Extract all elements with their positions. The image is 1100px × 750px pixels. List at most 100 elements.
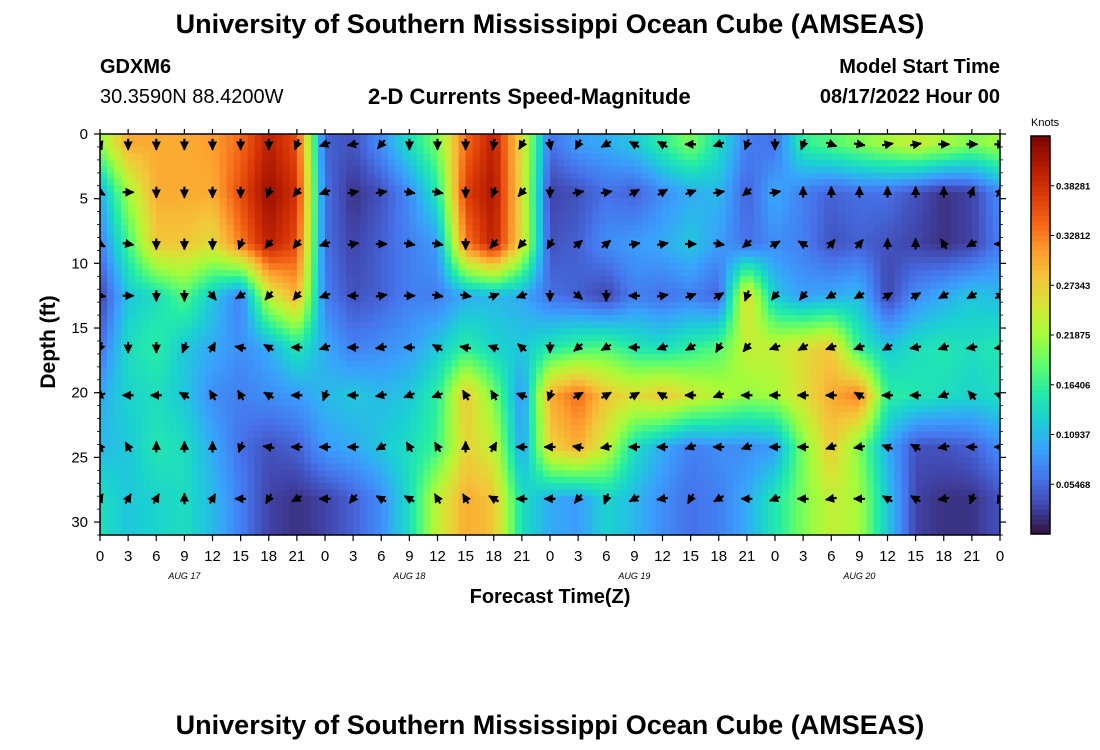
heatmap-cell bbox=[289, 347, 298, 355]
heatmap-cell bbox=[402, 269, 410, 277]
heatmap-cell bbox=[908, 159, 917, 167]
heatmap-cell bbox=[873, 185, 882, 193]
heatmap-cell bbox=[198, 243, 207, 252]
heatmap-cell bbox=[528, 218, 537, 226]
heatmap-cell bbox=[775, 153, 783, 161]
heatmap-cell bbox=[964, 224, 973, 232]
heatmap-cell bbox=[325, 321, 333, 329]
heatmap-cell bbox=[346, 269, 354, 277]
heatmap-cell bbox=[191, 353, 200, 361]
heatmap-cell bbox=[852, 224, 860, 232]
heatmap-cell bbox=[388, 276, 396, 284]
heatmap-cell bbox=[289, 224, 298, 232]
heatmap-cell bbox=[479, 295, 488, 303]
heatmap-cell bbox=[374, 198, 382, 206]
heatmap-cell bbox=[282, 153, 291, 161]
heatmap-cell bbox=[725, 134, 734, 142]
heatmap-cell bbox=[908, 328, 917, 336]
heatmap-cell bbox=[514, 276, 523, 284]
heatmap-cell bbox=[690, 373, 699, 381]
heatmap-cell bbox=[606, 231, 614, 239]
heatmap-cell bbox=[824, 172, 832, 180]
heatmap-cell bbox=[240, 153, 249, 161]
heatmap-cell bbox=[451, 373, 460, 381]
heatmap-cell bbox=[550, 243, 558, 252]
heatmap-cell bbox=[135, 295, 143, 303]
heatmap-cell bbox=[163, 340, 171, 349]
heatmap-cell bbox=[121, 379, 129, 387]
heatmap-cell bbox=[360, 276, 368, 284]
heatmap-cell bbox=[620, 198, 628, 206]
heatmap-cell bbox=[620, 172, 628, 180]
heatmap-cell bbox=[725, 192, 734, 200]
heatmap-cell bbox=[170, 360, 178, 368]
heatmap-cell bbox=[107, 373, 115, 381]
heatmap-cell bbox=[402, 289, 410, 297]
heatmap-cell bbox=[128, 347, 136, 355]
heatmap-cell bbox=[226, 172, 235, 180]
heatmap-cell bbox=[156, 308, 164, 316]
heatmap-cell bbox=[866, 302, 875, 310]
heatmap-cell bbox=[620, 243, 628, 252]
heatmap-cell bbox=[613, 263, 621, 271]
heatmap-cell bbox=[789, 373, 797, 381]
heatmap-cell bbox=[571, 315, 579, 323]
heatmap-cell bbox=[732, 269, 741, 277]
heatmap-cell bbox=[360, 315, 368, 323]
heatmap-cell bbox=[163, 224, 171, 232]
heatmap-cell bbox=[100, 224, 108, 232]
heatmap-cell bbox=[627, 269, 635, 277]
heatmap-cell bbox=[950, 185, 959, 193]
heatmap-cell bbox=[381, 256, 389, 264]
heatmap-cell bbox=[465, 231, 474, 239]
heatmap-cell bbox=[894, 321, 903, 329]
heatmap-cell bbox=[782, 205, 790, 213]
heatmap-cell bbox=[669, 308, 678, 316]
heatmap-cell bbox=[339, 347, 347, 355]
heatmap-cell bbox=[887, 198, 896, 206]
heatmap-cell bbox=[296, 166, 305, 174]
heatmap-cell bbox=[908, 373, 917, 381]
heatmap-cell bbox=[929, 134, 938, 142]
heatmap-cell bbox=[859, 360, 868, 368]
heatmap-cell bbox=[683, 172, 692, 180]
heatmap-cell bbox=[317, 302, 326, 310]
heatmap-cell bbox=[746, 334, 755, 342]
heatmap-cell bbox=[409, 172, 418, 180]
heatmap-cell bbox=[121, 276, 129, 284]
heatmap-cell bbox=[233, 134, 242, 142]
heatmap-cell bbox=[346, 218, 354, 226]
heatmap-cell bbox=[613, 243, 621, 252]
heatmap-cell bbox=[690, 302, 699, 310]
heatmap-cell bbox=[170, 366, 178, 374]
heatmap-cell bbox=[247, 146, 256, 155]
heatmap-cell bbox=[634, 134, 643, 142]
heatmap-cell bbox=[332, 179, 340, 187]
heatmap-cell bbox=[500, 153, 509, 161]
heatmap-cell bbox=[226, 289, 235, 297]
heatmap-cell bbox=[472, 134, 481, 142]
heatmap-cell bbox=[268, 315, 277, 323]
heatmap-cell bbox=[782, 185, 790, 193]
heatmap-cell bbox=[760, 256, 769, 264]
heatmap-cell bbox=[845, 153, 853, 161]
heatmap-cell bbox=[500, 308, 509, 316]
heatmap-cell bbox=[550, 295, 558, 303]
heatmap-cell bbox=[114, 205, 122, 213]
heatmap-cell bbox=[901, 282, 910, 290]
heatmap-cell bbox=[542, 211, 551, 219]
heatmap-cell bbox=[451, 295, 460, 303]
heatmap-cell bbox=[957, 224, 966, 232]
heatmap-cell bbox=[767, 366, 776, 374]
heatmap-cell bbox=[578, 211, 586, 219]
heatmap-cell bbox=[578, 360, 586, 368]
heatmap-cell bbox=[725, 289, 734, 297]
heatmap-cell bbox=[156, 353, 164, 361]
heatmap-cell bbox=[592, 159, 600, 167]
heatmap-cell bbox=[901, 269, 910, 277]
heatmap-cell bbox=[310, 231, 319, 239]
heatmap-cell bbox=[444, 360, 453, 368]
heatmap-cell bbox=[613, 218, 621, 226]
heatmap-cell bbox=[915, 185, 924, 193]
heatmap-cell bbox=[817, 159, 825, 167]
